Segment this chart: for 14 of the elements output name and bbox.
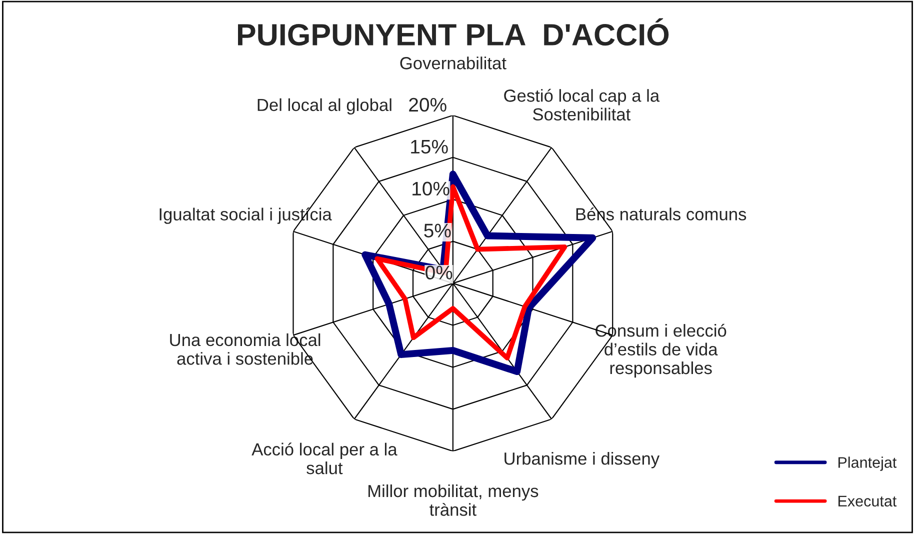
- spoke-label: Millor mobilitat, menys trànsit: [368, 484, 538, 516]
- y-tick-label: 20%: [409, 98, 446, 112]
- spoke-label: Gestió local cap a la Sostenibilitat: [504, 88, 660, 121]
- spoke-label: Acció local per a la salut: [252, 442, 398, 474]
- y-tick-label: 15%: [411, 140, 448, 154]
- spoke-label: Del local al global: [258, 98, 392, 115]
- spoke-label: Governabilitat: [400, 56, 506, 70]
- y-tick-label: 10%: [412, 182, 450, 196]
- y-tick-label: 0%: [426, 266, 452, 280]
- spoke-label: Urbanisme i disseny: [504, 452, 660, 468]
- chart-title: PUIGPUNYENT PLA D'ACCIÓ: [238, 18, 669, 46]
- legend-label: Executat: [838, 496, 897, 507]
- y-tick-label: 5%: [424, 224, 451, 238]
- legend-label: Plantejat: [838, 456, 897, 471]
